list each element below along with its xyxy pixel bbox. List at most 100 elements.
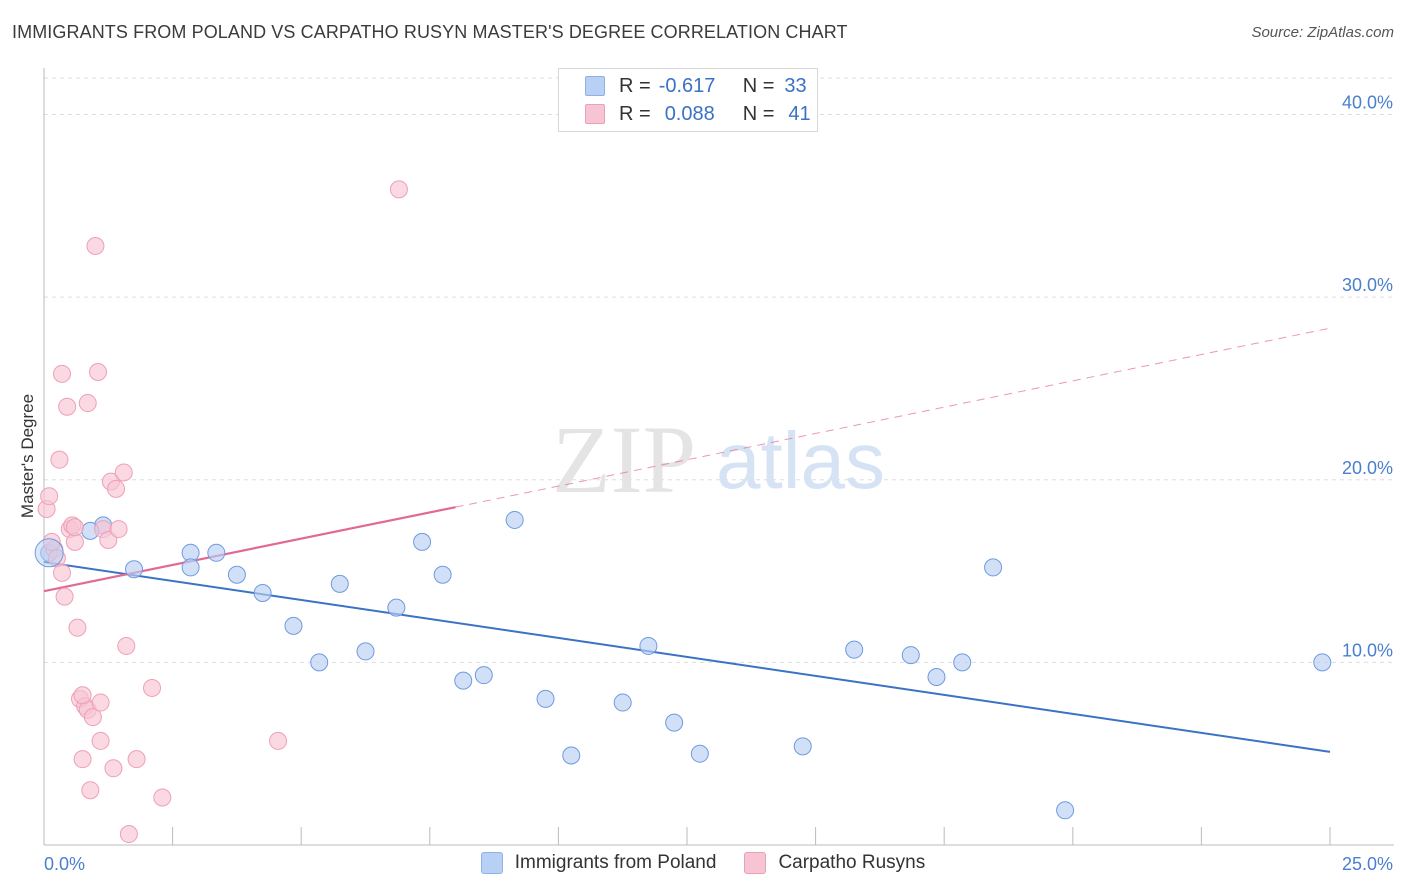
point-poland-7 — [253, 583, 272, 602]
n-value: 41 — [788, 102, 811, 125]
trend-line-poland — [43, 560, 1331, 753]
poland-legend-swatch — [480, 852, 503, 874]
point-poland-25 — [845, 640, 864, 659]
series-legend: Immigrants from Poland Carpatho Rusyns — [0, 852, 1406, 874]
point-rusyns-23 — [91, 693, 110, 712]
point-poland-9 — [310, 653, 329, 672]
point-rusyns-30 — [114, 463, 133, 482]
rusyns-swatch — [585, 104, 605, 124]
point-poland-6 — [227, 565, 246, 584]
point-rusyns-14 — [73, 750, 92, 769]
n-label: N = — [742, 74, 775, 97]
point-rusyns-21 — [89, 363, 108, 382]
point-rusyns-4 — [50, 450, 69, 469]
legend-label-poland: Immigrants from Poland — [514, 852, 717, 873]
legend-item-poland: Immigrants from Poland — [480, 852, 717, 874]
point-poland-10 — [330, 574, 349, 593]
r-label: R = — [619, 74, 651, 97]
point-rusyns-6 — [55, 587, 74, 606]
point-poland-2 — [125, 560, 144, 579]
chart-title: IMMIGRANTS FROM POLAND VS CARPATHO RUSYN… — [12, 22, 848, 42]
point-poland-5 — [207, 543, 226, 562]
point-poland-4 — [181, 558, 200, 577]
point-rusyns-25 — [99, 531, 118, 550]
legend-row-rusyns: R = 0.088 N = 41 — [585, 101, 811, 127]
n-value: 33 — [784, 74, 807, 97]
point-rusyns-29 — [109, 520, 128, 539]
watermark-zip: ZIP — [552, 406, 696, 513]
y-tick-label-40: 40.0% — [1342, 93, 1393, 113]
point-poland-18 — [536, 689, 555, 708]
watermark: ZIP atlas — [552, 406, 885, 513]
point-poland-17 — [505, 510, 524, 529]
trend-line-rusyns — [43, 506, 456, 593]
point-rusyns-1 — [40, 487, 59, 506]
point-rusyns-37 — [389, 180, 408, 199]
point-rusyns-34 — [143, 678, 162, 697]
point-rusyns-28 — [107, 479, 126, 498]
point-rusyns-12 — [68, 618, 87, 637]
r-value: -0.617 — [658, 74, 716, 97]
watermark-atlas: atlas — [716, 416, 885, 505]
point-poland-26 — [901, 646, 920, 665]
data-points — [34, 180, 1332, 844]
point-poland-15 — [454, 671, 473, 690]
point-rusyns-22 — [91, 731, 110, 750]
legend-item-rusyns: Carpatho Rusyns — [744, 852, 925, 874]
point-poland-27 — [927, 667, 946, 686]
point-rusyns-38 — [73, 686, 92, 705]
point-rusyns-31 — [117, 636, 136, 655]
poland-swatch — [585, 76, 605, 96]
point-rusyns-33 — [127, 750, 146, 769]
point-rusyns-32 — [119, 825, 138, 844]
n-label: N = — [742, 102, 775, 125]
point-poland-30 — [1056, 801, 1075, 820]
point-poland-21 — [639, 636, 658, 655]
point-rusyns-19 — [83, 708, 102, 727]
point-poland-23 — [690, 744, 709, 763]
r-label: R = — [619, 102, 651, 125]
point-rusyns-5 — [53, 563, 72, 582]
point-rusyns-17 — [78, 394, 97, 413]
grid-lines — [44, 77, 1394, 663]
point-poland-13 — [413, 532, 432, 551]
point-rusyns-27 — [104, 759, 123, 778]
rusyns-legend-swatch — [744, 852, 767, 874]
source-label: Source: ZipAtlas.com — [1251, 24, 1394, 41]
y-tick-label-20: 20.0% — [1342, 458, 1393, 478]
point-poland-20 — [613, 693, 632, 712]
point-rusyns-20 — [86, 237, 105, 256]
point-poland-16 — [474, 666, 493, 685]
legend-row-poland: R = -0.617 N = 33 — [585, 73, 807, 99]
y-axis-label: Master's Degree — [18, 393, 37, 519]
y-tick-label-30: 30.0% — [1342, 275, 1393, 295]
axes — [43, 68, 1394, 846]
point-poland-19 — [562, 746, 581, 765]
point-rusyns-7 — [53, 364, 72, 383]
point-rusyns-40 — [65, 518, 84, 537]
trend-line-rusyns-extension — [455, 327, 1331, 508]
point-rusyns-36 — [269, 731, 288, 750]
point-rusyns-18 — [81, 781, 100, 800]
point-poland-22 — [665, 713, 684, 732]
tick-labels: 10.0% 20.0% 30.0% 40.0% 0.0% 25.0% — [44, 93, 1393, 874]
correlation-legend: R = -0.617 N = 33 R = 0.088 N = 41 — [558, 68, 818, 132]
x-tick-label-max: 25.0% — [1342, 854, 1393, 874]
point-poland-14 — [433, 565, 452, 584]
x-tick-label-min: 0.0% — [44, 854, 85, 874]
point-poland-12 — [387, 598, 406, 617]
point-poland-29 — [984, 558, 1003, 577]
r-value: 0.088 — [664, 102, 715, 125]
legend-label-rusyns: Carpatho Rusyns — [778, 852, 926, 873]
point-poland-11 — [356, 642, 375, 661]
point-poland-24 — [793, 737, 812, 756]
point-rusyns-35 — [153, 788, 172, 807]
point-poland-8 — [284, 616, 303, 635]
point-poland-28 — [953, 653, 972, 672]
point-poland-31 — [1313, 653, 1332, 672]
point-poland-large — [34, 538, 64, 568]
y-tick-label-10: 10.0% — [1342, 640, 1393, 660]
point-rusyns-8 — [58, 397, 77, 416]
trend-lines — [43, 327, 1331, 753]
